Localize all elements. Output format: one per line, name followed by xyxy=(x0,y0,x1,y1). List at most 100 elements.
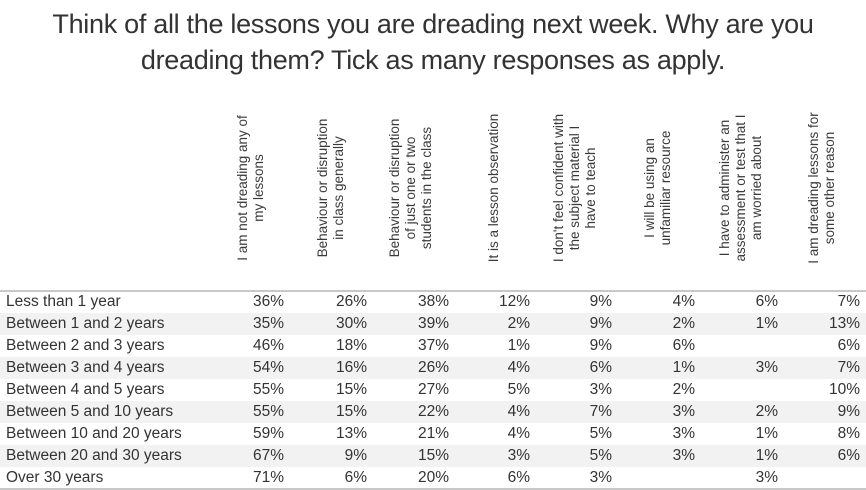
table-cell: 5% xyxy=(589,425,612,442)
table-cell: 15% xyxy=(417,447,449,464)
table-row: Over 30 years 71% 6% 20% 6% 3% 3% xyxy=(0,467,866,489)
table-cell: 59% xyxy=(252,425,284,442)
table-cell: 4% xyxy=(507,425,530,442)
column-header-line: I have to administer an xyxy=(717,119,732,257)
table-cell: 3% xyxy=(672,425,695,442)
table-cell: 21% xyxy=(417,425,449,442)
column-header-line: some other reason xyxy=(822,131,837,245)
table-row: Between 20 and 30 years 67% 9% 15% 3% 5% 3% 1% 6… xyxy=(0,445,866,467)
table-cell: 4% xyxy=(672,293,695,310)
row-label: Over 30 years xyxy=(6,469,104,486)
table-cell: 3% xyxy=(755,469,778,486)
table-cell: 3% xyxy=(589,381,612,398)
column-header-text: I don't feel confident with the subject m… xyxy=(540,88,610,288)
table-cell: 3% xyxy=(589,469,612,486)
table-row: Between 1 and 2 years 35% 30% 39% 2% 9% 2% 1% 13… xyxy=(0,313,866,335)
column-header-line: It is a lesson observation xyxy=(486,113,501,263)
column-header-line: Behaviour or disruption xyxy=(387,118,402,258)
chart-title: Think of all the lessons you are dreadin… xyxy=(0,6,866,78)
column-header: Behaviour or disruption in class generall… xyxy=(296,88,366,288)
table-cell: 8% xyxy=(837,425,860,442)
column-header-line: unfamiliar resource xyxy=(658,130,673,246)
table-cell: 6% xyxy=(589,359,612,376)
column-header-line: students in the class xyxy=(419,126,434,250)
table-cell: 6% xyxy=(344,469,367,486)
column-header-line: the subject material I xyxy=(567,125,582,251)
row-label: Between 2 and 3 years xyxy=(6,337,165,354)
table-cell: 20% xyxy=(417,469,449,486)
column-header-line: I am not dreading any of xyxy=(235,115,250,261)
table-cell: 7% xyxy=(837,293,860,310)
table-cell: 36% xyxy=(252,293,284,310)
column-header: I don't feel confident with the subject m… xyxy=(540,88,610,288)
table-cell: 18% xyxy=(335,337,367,354)
table-row: Between 5 and 10 years 55% 15% 22% 4% 7% 3% 2% 9… xyxy=(0,401,866,423)
table-row: Between 3 and 4 years 54% 16% 26% 4% 6% 1% 3% 7% xyxy=(0,357,866,379)
column-header-line: I am dreading lessons for xyxy=(806,112,821,264)
table-cell: 6% xyxy=(507,469,530,486)
column-header: I am dreading lessons for some other reas… xyxy=(787,88,857,288)
table-cell: 2% xyxy=(672,315,695,332)
table-cell: 7% xyxy=(837,359,860,376)
table-cell: 5% xyxy=(589,447,612,464)
column-header-line: am worried about xyxy=(749,135,764,241)
table-cell: 1% xyxy=(755,447,778,464)
table-cell: 16% xyxy=(335,359,367,376)
table-cell: 15% xyxy=(335,403,367,420)
column-header: I have to administer an assessment or tes… xyxy=(706,88,776,288)
table-cell: 9% xyxy=(344,447,367,464)
column-header-text: Behaviour or disruption of just one or tw… xyxy=(376,88,446,288)
table-cell: 15% xyxy=(335,381,367,398)
table-cell: 2% xyxy=(507,315,530,332)
table-cell: 55% xyxy=(252,381,284,398)
table-cell: 26% xyxy=(417,359,449,376)
title-line-2: dreading them? Tick as many responses as… xyxy=(140,45,726,75)
table-cell: 7% xyxy=(589,403,612,420)
table-cell: 13% xyxy=(828,315,860,332)
column-header: Behaviour or disruption of just one or tw… xyxy=(376,88,446,288)
table-row: Between 10 and 20 years 59% 13% 21% 4% 5% 3% 1%… xyxy=(0,423,866,445)
column-header-line: of just one or two xyxy=(403,136,418,240)
table-cell: 2% xyxy=(755,403,778,420)
table-cell: 26% xyxy=(335,293,367,310)
table-cell: 3% xyxy=(507,447,530,464)
table-cell: 46% xyxy=(252,337,284,354)
table-row: Less than 1 year 36% 26% 38% 12% 9% 4% 6% 7% xyxy=(0,291,866,313)
table-cell: 71% xyxy=(252,469,284,486)
table-cell: 4% xyxy=(507,359,530,376)
column-header-text: I am not dreading any of my lessons xyxy=(216,88,286,288)
column-header-text: I am dreading lessons for some other reas… xyxy=(787,88,857,288)
column-header-line: my lessons xyxy=(251,154,266,222)
table-cell: 4% xyxy=(507,403,530,420)
table-cell: 10% xyxy=(828,381,860,398)
row-label: Between 20 and 30 years xyxy=(6,447,182,464)
table-cell: 9% xyxy=(589,337,612,354)
column-header-line: in class generally xyxy=(331,136,346,240)
table-cell: 3% xyxy=(672,447,695,464)
table-cell: 9% xyxy=(837,403,860,420)
column-header-line: have to teach xyxy=(583,147,598,229)
column-header-text: I have to administer an assessment or tes… xyxy=(706,88,776,288)
table-cell: 13% xyxy=(335,425,367,442)
table-cell: 2% xyxy=(672,381,695,398)
table-cell: 67% xyxy=(252,447,284,464)
table-cell: 38% xyxy=(417,293,449,310)
table-cell: 55% xyxy=(252,403,284,420)
table-cell: 9% xyxy=(589,315,612,332)
table-cell: 6% xyxy=(837,447,860,464)
column-header: I will be using an unfamiliar resource xyxy=(623,88,693,288)
table-row: Between 4 and 5 years 55% 15% 27% 5% 3% 2% 10% xyxy=(0,379,866,401)
table-cell: 3% xyxy=(672,403,695,420)
table-cell: 1% xyxy=(755,315,778,332)
row-label: Less than 1 year xyxy=(6,293,121,310)
header-divider xyxy=(0,290,866,292)
table-cell: 12% xyxy=(498,293,530,310)
table-cell: 39% xyxy=(417,315,449,332)
table-cell: 3% xyxy=(755,359,778,376)
title-line-1: Think of all the lessons you are dreadin… xyxy=(52,9,814,39)
table-cell: 54% xyxy=(252,359,284,376)
column-header: I am not dreading any of my lessons xyxy=(216,88,286,288)
table-cell: 37% xyxy=(417,337,449,354)
table-cell: 9% xyxy=(589,293,612,310)
column-header-text: Behaviour or disruption in class generall… xyxy=(296,88,366,288)
